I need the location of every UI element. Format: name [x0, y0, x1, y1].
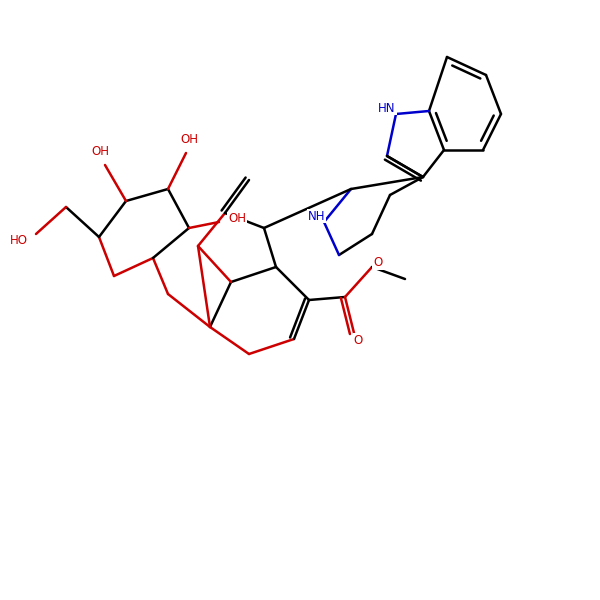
Text: OH: OH — [228, 212, 246, 226]
Text: NH: NH — [308, 209, 326, 223]
Text: HN: HN — [378, 101, 396, 115]
Text: O: O — [373, 256, 383, 269]
Text: HO: HO — [10, 233, 28, 247]
Text: O: O — [353, 334, 363, 347]
Text: OH: OH — [92, 145, 110, 158]
Text: OH: OH — [180, 133, 198, 146]
